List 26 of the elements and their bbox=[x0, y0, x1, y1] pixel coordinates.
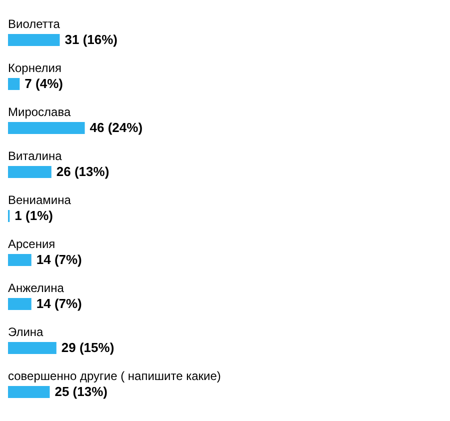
bar bbox=[8, 34, 60, 46]
bar bbox=[8, 342, 56, 354]
data-label: 31 (16%) bbox=[64, 32, 118, 47]
data-label: 46 (24%) bbox=[90, 120, 143, 135]
y-tick-label: совершенно другие ( напишите какие) bbox=[8, 369, 221, 383]
y-tick-label: Анжелина bbox=[8, 281, 64, 295]
bar bbox=[8, 254, 32, 266]
y-tick-label: Мирослава bbox=[8, 105, 71, 119]
y-tick-label: Элина bbox=[8, 325, 44, 339]
bar bbox=[8, 298, 32, 310]
bar bbox=[8, 166, 52, 178]
y-tick-label: Виталина bbox=[8, 149, 62, 163]
data-label: 14 (7%) bbox=[36, 252, 82, 267]
y-tick-label: Корнелия bbox=[8, 61, 62, 75]
data-label: 1 (1%) bbox=[14, 208, 53, 223]
bar bbox=[8, 78, 20, 90]
y-tick-label: Арсения bbox=[8, 237, 56, 251]
y-tick-label: Вениамина bbox=[8, 193, 72, 207]
y-tick-label: Виолетта bbox=[8, 17, 60, 31]
bar bbox=[8, 122, 85, 134]
bar bbox=[8, 386, 50, 398]
data-label: 14 (7%) bbox=[36, 296, 82, 311]
data-label: 7 (4%) bbox=[24, 76, 63, 91]
data-label: 25 (13%) bbox=[54, 384, 108, 399]
data-label: 29 (15%) bbox=[61, 340, 114, 355]
data-label: 26 (13%) bbox=[56, 164, 110, 179]
